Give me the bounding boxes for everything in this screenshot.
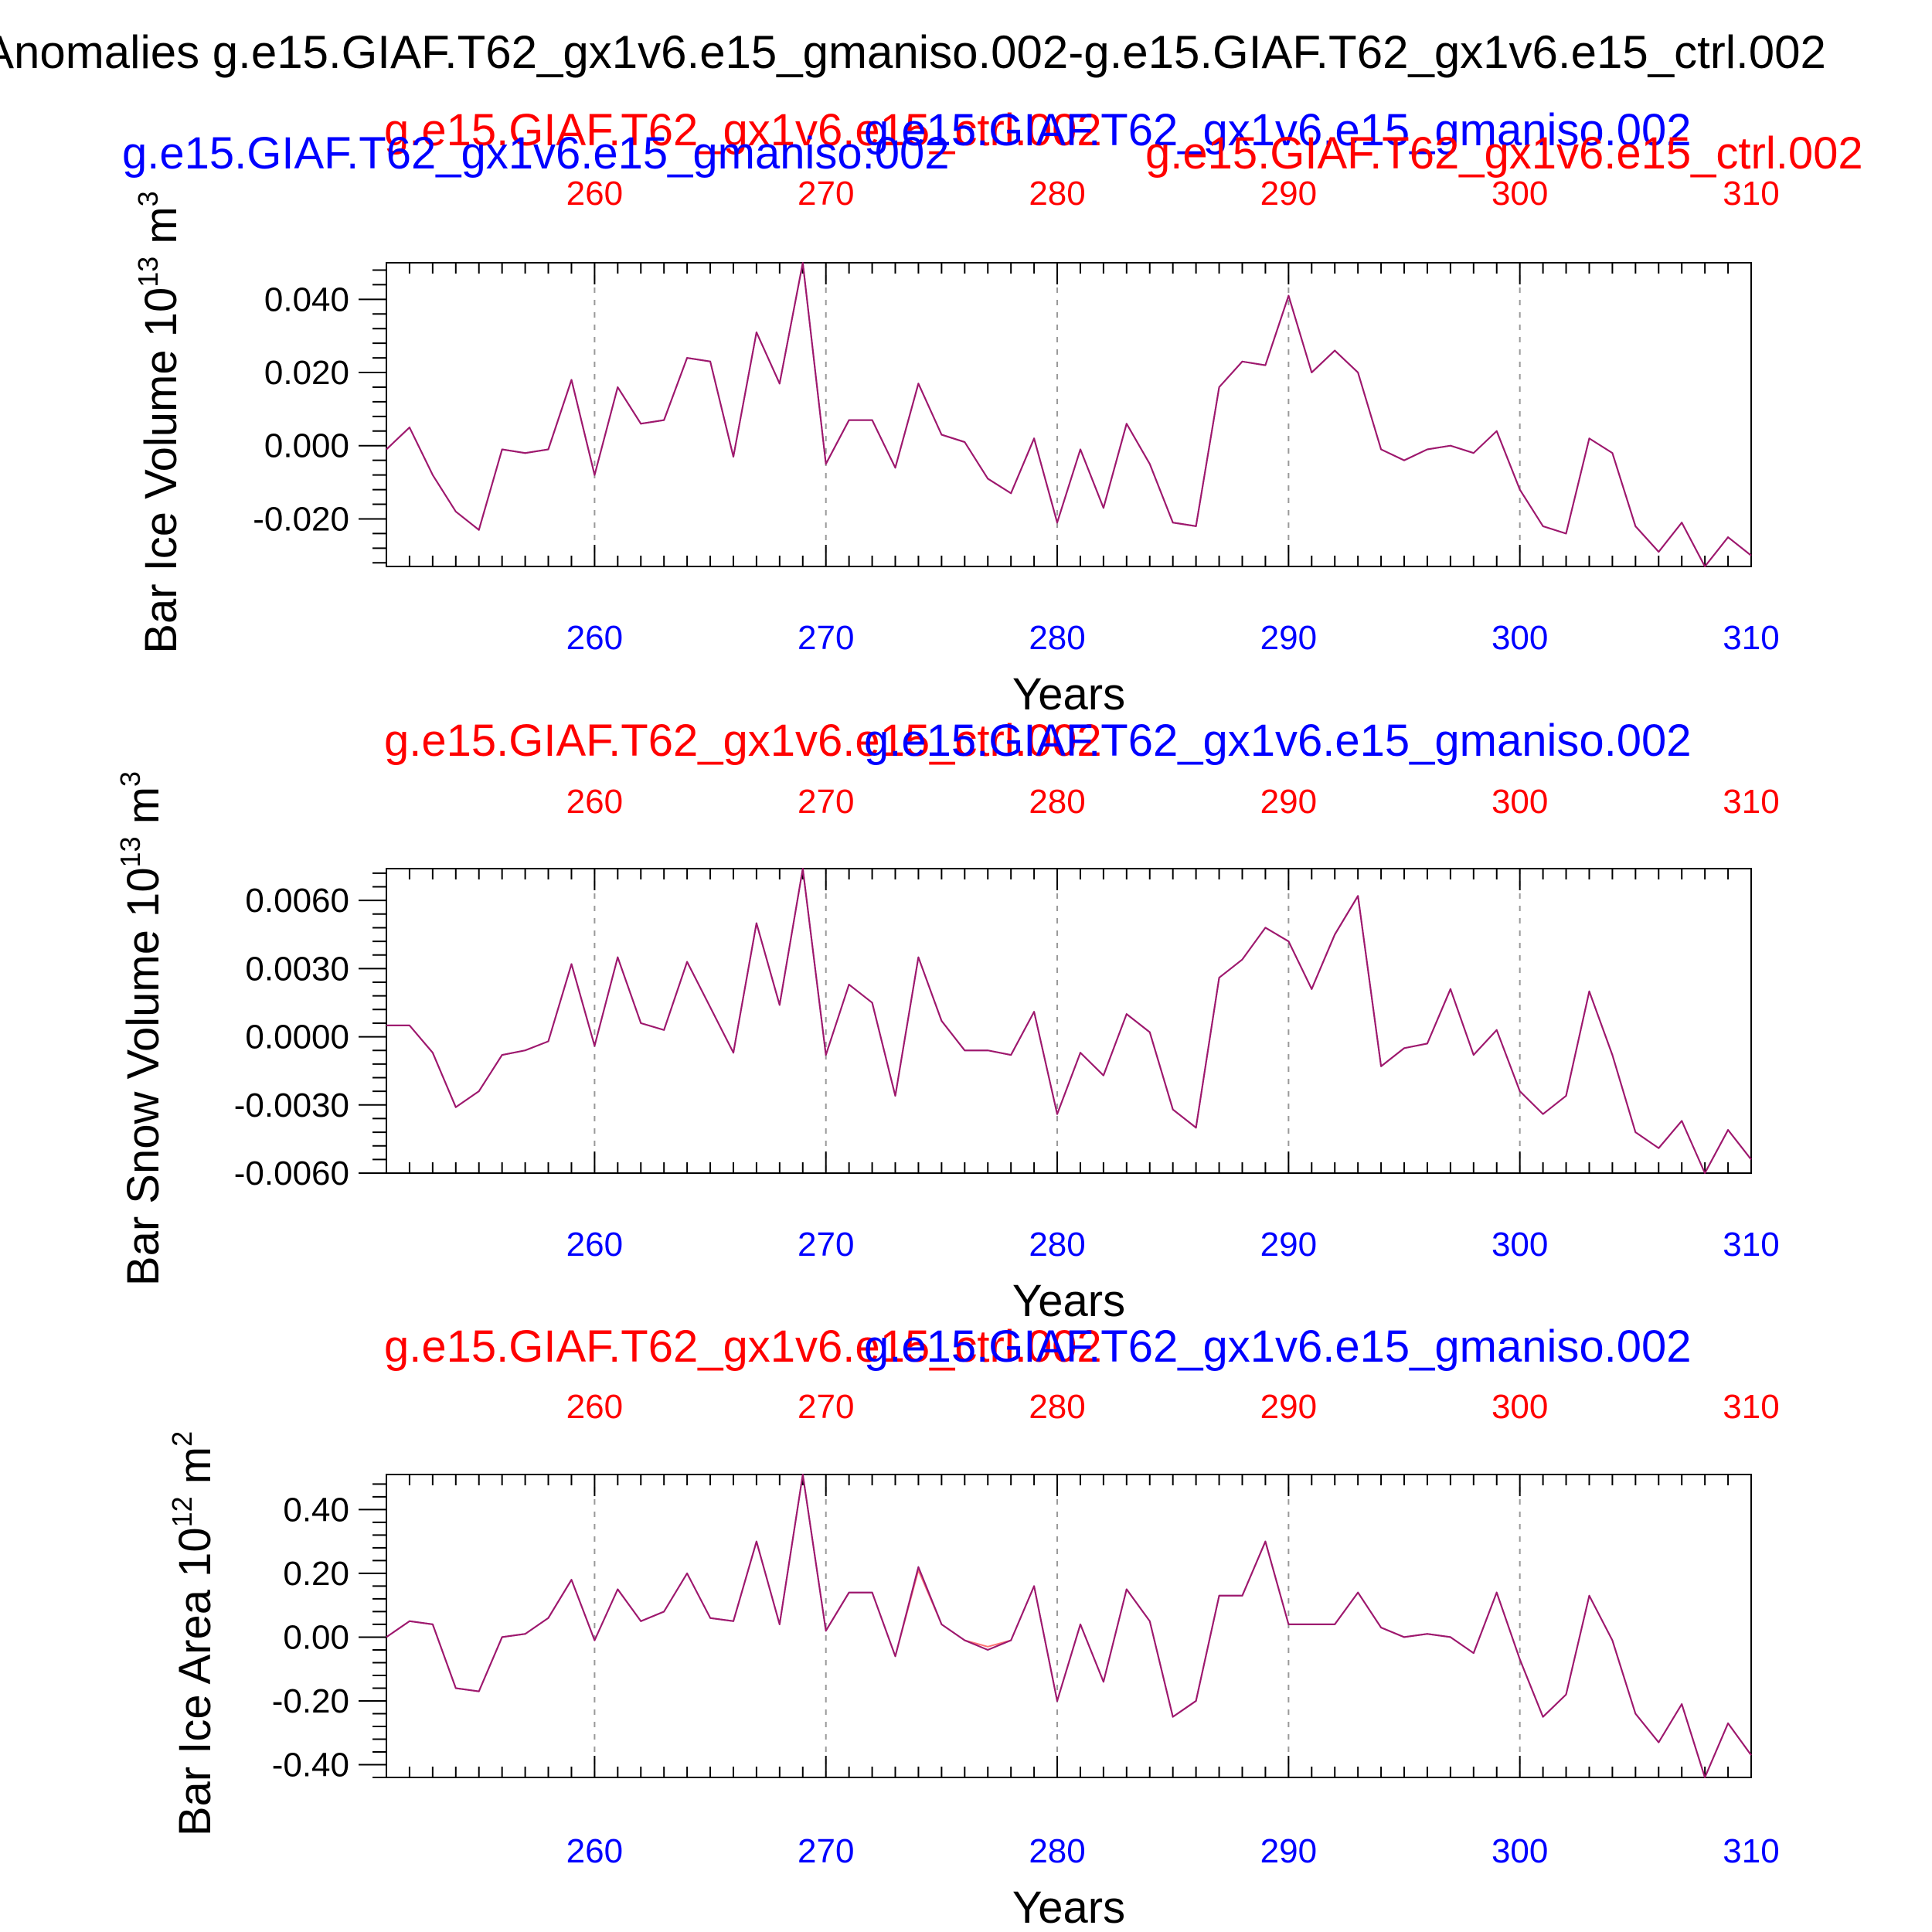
y-axis-title-main: Bar Ice Area 10	[170, 1527, 220, 1836]
y-tick-label: 0.0060	[245, 882, 349, 920]
y-axis-title-main: Bar Snow Volume 10	[118, 867, 168, 1286]
x-tick-label-bottom: 300	[1492, 619, 1548, 657]
y-tick-label: 0.40	[283, 1491, 349, 1529]
run-label-gmaniso: g.e15.GIAF.T62_gx1v6.e15_gmaniso.002	[864, 1321, 1692, 1372]
y-tick-label: -0.0060	[234, 1155, 349, 1192]
y-tick-label: 0.000	[264, 427, 349, 465]
x-axis-title: Years	[1012, 1276, 1125, 1326]
y-axis-title-unit: m	[170, 1447, 220, 1496]
x-tick-label-top: 290	[1260, 783, 1317, 821]
x-axis-title: Years	[1012, 669, 1125, 719]
x-tick-label-bottom: 260	[566, 1832, 623, 1870]
x-tick-label-bottom: 310	[1723, 1226, 1779, 1264]
x-tick-label-top: 300	[1492, 783, 1548, 821]
series-line-ctrl	[386, 262, 1752, 567]
x-tick-label-top: 280	[1029, 1388, 1085, 1426]
series-line-ctrl	[386, 868, 1752, 1174]
x-tick-label-top: 260	[566, 1388, 623, 1426]
y-tick-label: 0.00	[283, 1618, 349, 1656]
x-axis-title: Years	[1012, 1883, 1125, 1932]
x-tick-label-top: 280	[1029, 783, 1085, 821]
x-tick-label-top: 260	[566, 175, 623, 213]
x-tick-label-bottom: 300	[1492, 1226, 1548, 1264]
panel-2: g.e15.GIAF.T62_gx1v6.e15_ctrl.002g.e15.G…	[114, 716, 1780, 1326]
run-label-ctrl: g.e15.GIAF.T62_gx1v6.e15_ctrl.002	[384, 1321, 1102, 1372]
series-line-gmaniso	[386, 868, 1752, 1174]
x-tick-label-top: 290	[1260, 1388, 1317, 1426]
series-line-gmaniso	[386, 1474, 1752, 1778]
y-tick-label: 0.020	[264, 354, 349, 392]
y-tick-label: 0.20	[283, 1555, 349, 1593]
run-label-overlap-1: g.e15.GIAF.T62_gx1v6.e15_gmaniso.002	[864, 105, 1692, 155]
y-axis-title-exp: 13	[132, 257, 164, 287]
x-tick-label-bottom: 270	[798, 1832, 854, 1870]
panels: g.e15.GIAF.T62_gx1v6.e15_ctrl.002g.e15.G…	[114, 105, 1863, 1932]
y-axis-title-unit-exp: 3	[114, 771, 146, 787]
panel-3: g.e15.GIAF.T62_gx1v6.e15_ctrl.002g.e15.G…	[166, 1321, 1780, 1932]
x-tick-label-bottom: 270	[798, 619, 854, 657]
series-line-ctrl	[386, 1474, 1752, 1778]
y-tick-label: 0.040	[264, 281, 349, 318]
y-axis-title: Bar Snow Volume 1013 m3	[114, 771, 168, 1286]
x-tick-label-bottom: 280	[1029, 1226, 1085, 1264]
x-tick-label-top: 310	[1723, 1388, 1779, 1426]
plot-frame	[386, 1474, 1752, 1778]
series-line-gmaniso	[386, 262, 1752, 567]
y-axis-title-unit-exp: 2	[166, 1431, 198, 1447]
plot-frame	[386, 868, 1752, 1174]
panel-1: g.e15.GIAF.T62_gx1v6.e15_ctrl.002g.e15.G…	[122, 105, 1863, 719]
x-tick-label-bottom: 260	[566, 619, 623, 657]
x-tick-label-bottom: 270	[798, 1226, 854, 1264]
y-tick-label: -0.020	[253, 500, 349, 538]
y-axis-title-unit-exp: 3	[132, 191, 164, 206]
x-tick-label-bottom: 310	[1723, 619, 1779, 657]
x-tick-label-bottom: 260	[566, 1226, 623, 1264]
x-tick-label-top: 270	[798, 175, 854, 213]
y-tick-label: -0.0030	[234, 1087, 349, 1124]
series-line-overlay	[386, 262, 1752, 567]
x-tick-label-top: 300	[1492, 175, 1548, 213]
x-tick-label-bottom: 280	[1029, 1832, 1085, 1870]
y-axis-title-main: Bar Ice Volume 10	[136, 287, 186, 654]
x-tick-label-top: 270	[798, 783, 854, 821]
x-tick-label-top: 310	[1723, 783, 1779, 821]
run-label-gmaniso: g.e15.GIAF.T62_gx1v6.e15_gmaniso.002	[122, 128, 950, 179]
y-tick-label: 0.0000	[245, 1019, 349, 1056]
x-tick-label-top: 290	[1260, 175, 1317, 213]
y-axis-title-unit: m	[136, 206, 186, 256]
y-axis-title: Bar Ice Area 1012 m2	[166, 1431, 220, 1836]
run-label-ctrl: g.e15.GIAF.T62_gx1v6.e15_ctrl.002	[384, 105, 1102, 155]
x-tick-label-bottom: 290	[1260, 1226, 1317, 1264]
x-tick-label-bottom: 290	[1260, 1832, 1317, 1870]
series-line-overlay	[386, 1474, 1752, 1778]
run-label-overlap-2: g.e15.GIAF.T62_gx1v6.e15_ctrl.002	[1145, 128, 1863, 179]
x-tick-label-top: 270	[798, 1388, 854, 1426]
x-tick-label-top: 300	[1492, 1388, 1548, 1426]
x-tick-label-top: 280	[1029, 175, 1085, 213]
x-tick-label-top: 310	[1723, 175, 1779, 213]
x-tick-label-bottom: 310	[1723, 1832, 1779, 1870]
x-tick-label-top: 260	[566, 783, 623, 821]
y-axis-title-unit: m	[118, 787, 168, 836]
main-title: Anomalies g.e15.GIAF.T62_gx1v6.e15_gmani…	[0, 26, 1826, 78]
run-label-ctrl: g.e15.GIAF.T62_gx1v6.e15_ctrl.002	[384, 716, 1102, 766]
run-label-gmaniso: g.e15.GIAF.T62_gx1v6.e15_gmaniso.002	[864, 716, 1692, 766]
x-tick-label-bottom: 290	[1260, 619, 1317, 657]
series-line-overlay	[386, 868, 1752, 1174]
y-axis-title-exp: 12	[166, 1496, 198, 1527]
plot-frame	[386, 262, 1752, 567]
y-tick-label: -0.40	[272, 1746, 349, 1784]
y-axis-title: Bar Ice Volume 1013 m3	[132, 191, 186, 653]
y-tick-label: 0.0030	[245, 950, 349, 988]
y-axis-title-exp: 13	[114, 836, 146, 867]
x-tick-label-bottom: 280	[1029, 619, 1085, 657]
y-tick-label: -0.20	[272, 1682, 349, 1720]
x-tick-label-bottom: 300	[1492, 1832, 1548, 1870]
